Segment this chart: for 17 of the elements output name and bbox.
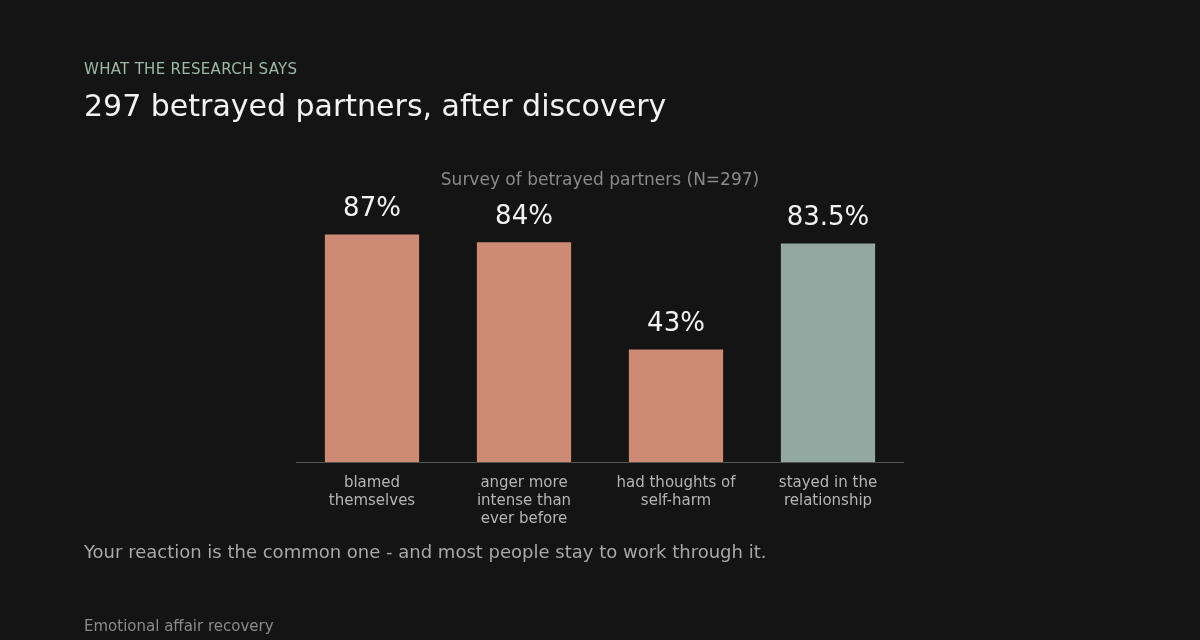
x-tick-label: stayed in the relationship bbox=[778, 472, 878, 509]
data-label: 87% bbox=[343, 192, 401, 223]
data-label: 83.5% bbox=[786, 201, 870, 232]
bar bbox=[324, 234, 420, 462]
chart-title: 297 betrayed partners, after discovery bbox=[84, 88, 667, 123]
chart-subtitle: Survey of betrayed partners (N=297) bbox=[440, 168, 760, 189]
data-label: 84% bbox=[495, 200, 553, 231]
bar bbox=[780, 243, 876, 462]
x-tick-label: blamed themselves bbox=[328, 472, 416, 509]
x-tick-label: had thoughts of self-harm bbox=[616, 472, 737, 509]
text: Emotional affair recovery bbox=[84, 617, 274, 635]
bar bbox=[476, 242, 572, 462]
data-label: 43% bbox=[647, 307, 705, 338]
x-tick-label: anger more intense than ever before bbox=[476, 472, 572, 527]
text: WHAT THE RESEARCH SAYS bbox=[84, 60, 298, 78]
bar bbox=[628, 349, 724, 462]
text: Your reaction is the common one - and most people stay to work through it. bbox=[84, 541, 767, 562]
